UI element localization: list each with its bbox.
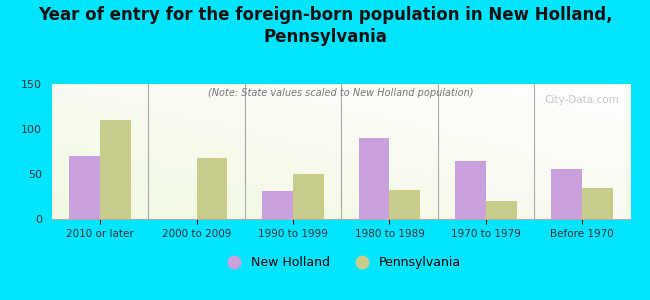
Bar [551,169,582,219]
Bar [100,120,131,219]
Bar [582,188,613,219]
Bar [486,201,517,219]
Legend: New Holland, Pennsylvania: New Holland, Pennsylvania [221,256,462,269]
Text: Year of entry for the foreign-born population in New Holland,
Pennsylvania: Year of entry for the foreign-born popul… [38,6,612,46]
Text: (Note: State values scaled to New Holland population): (Note: State values scaled to New Hollan… [209,88,474,98]
Bar [70,156,100,219]
Bar [293,174,324,219]
Bar [359,138,389,219]
Bar [262,191,293,219]
Bar [389,190,421,219]
Bar [455,160,486,219]
Text: City-Data.com: City-Data.com [544,95,619,105]
Bar [196,158,227,219]
